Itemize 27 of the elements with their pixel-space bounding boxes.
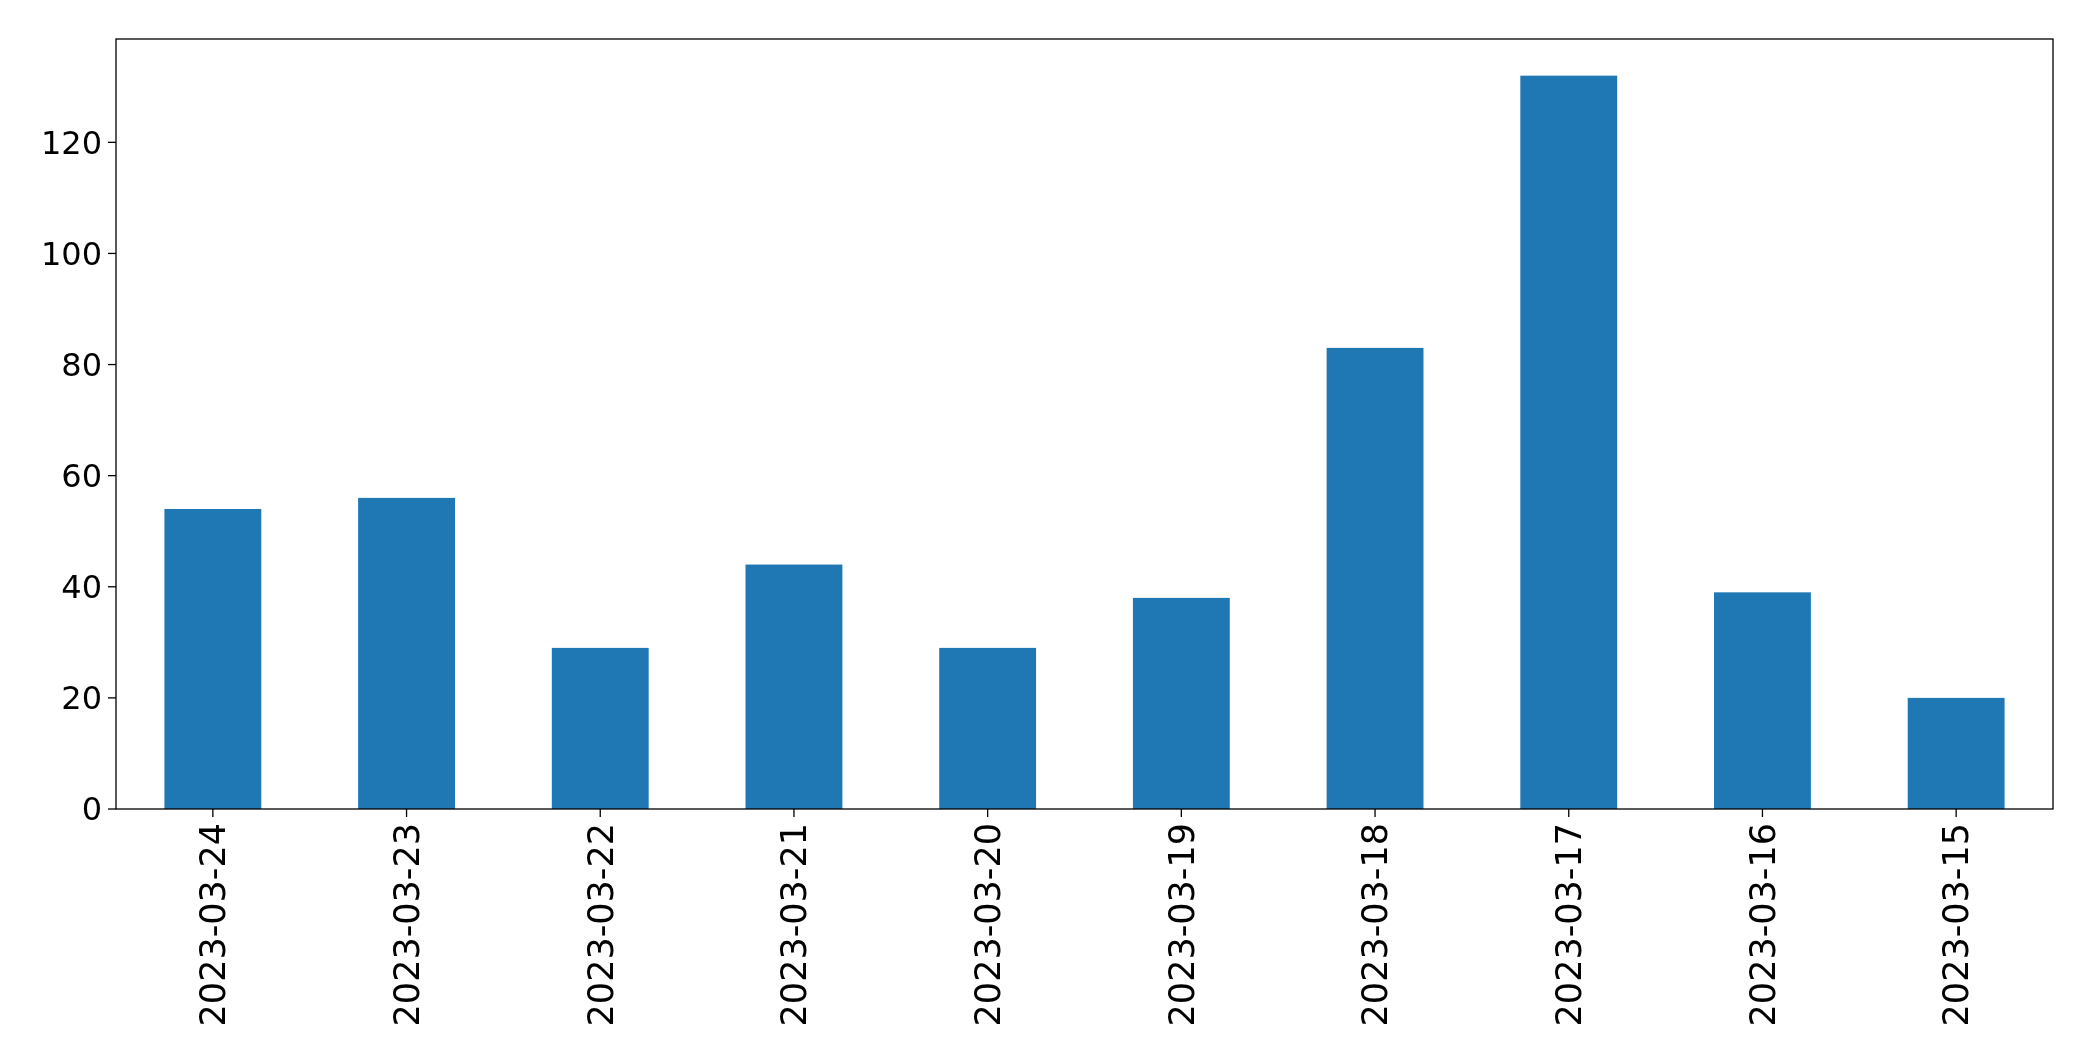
bar: [745, 564, 843, 809]
x-tick-label: 2023-03-23: [386, 823, 427, 1027]
x-tick-label: 2023-03-24: [193, 823, 234, 1027]
bar: [1907, 697, 2005, 809]
x-tick-label: 2023-03-15: [1936, 823, 1977, 1027]
bar: [1326, 347, 1424, 809]
y-tick-label: 0: [81, 790, 102, 829]
bar: [1520, 75, 1618, 809]
y-tick-label: 40: [61, 567, 102, 606]
bar: [939, 647, 1037, 809]
y-tick-label: 120: [40, 123, 102, 162]
x-tick-label: 2023-03-16: [1742, 823, 1783, 1027]
bar: [164, 509, 262, 809]
x-tick-label: 2023-03-19: [1161, 823, 1202, 1027]
bar: [358, 497, 455, 809]
x-tick-label: 2023-03-20: [967, 823, 1008, 1027]
y-tick-label: 100: [40, 234, 102, 273]
bar: [1714, 592, 1811, 809]
y-tick-label: 80: [61, 345, 102, 384]
y-tick-label: 60: [61, 456, 102, 495]
x-tick-label: 2023-03-21: [774, 823, 815, 1027]
x-tick-label: 2023-03-17: [1549, 823, 1589, 1027]
bar: [551, 647, 649, 809]
bar: [1132, 597, 1230, 809]
x-tick-label: 2023-03-18: [1355, 823, 1396, 1027]
y-tick-label: 20: [61, 679, 102, 718]
x-tick-label: 2023-03-22: [580, 823, 621, 1027]
